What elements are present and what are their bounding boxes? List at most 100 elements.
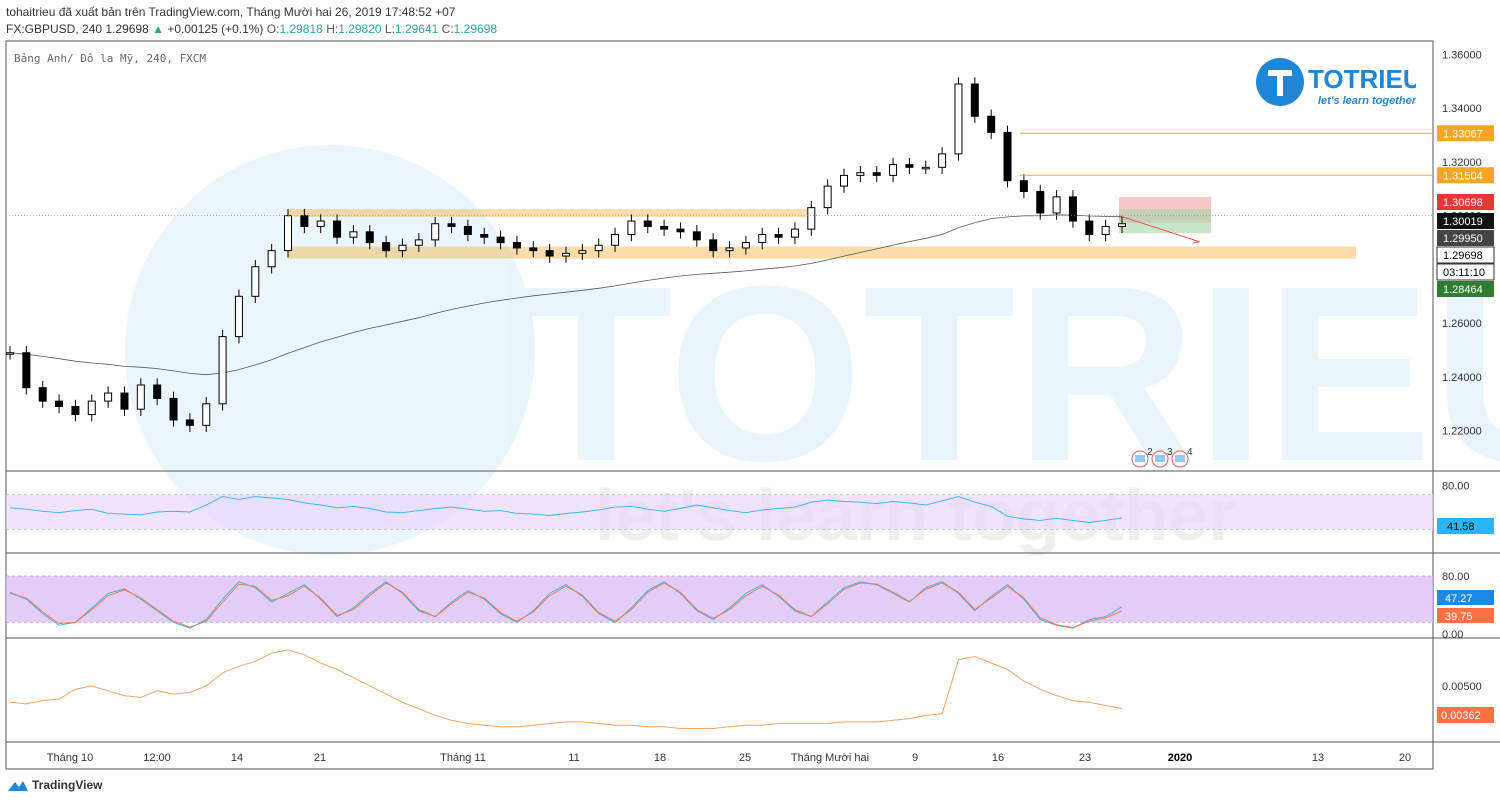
candle-body [545, 250, 554, 257]
projection-arrow [1118, 215, 1199, 242]
stoch-pane [6, 575, 1433, 629]
price-label-box [1437, 194, 1494, 210]
candle-body [267, 250, 276, 268]
candle-body [333, 220, 342, 238]
candle-body [496, 236, 505, 244]
candle-body [970, 83, 979, 117]
candle-body [1003, 131, 1012, 182]
change-value: +0.00125 (+0.1%) [167, 22, 264, 36]
flag-stripe [1175, 455, 1185, 462]
rsi-value: 41.58 [1447, 521, 1475, 533]
candle-body [676, 228, 685, 233]
price-label-level: 1.33067 [1443, 128, 1483, 140]
time-tick: 25 [739, 752, 751, 764]
high-value: 1.29820 [338, 22, 382, 36]
watermark-brand: TOTRIEU [520, 234, 1500, 513]
zone-resistance [288, 208, 807, 218]
candle-body [840, 174, 848, 187]
time-tick: 16 [992, 752, 1004, 764]
pane-frames [5, 40, 1500, 770]
candle-body [480, 234, 489, 238]
sr-zones [288, 208, 1356, 259]
symbol-label[interactable]: FX:GBPUSD, 240 [6, 22, 103, 36]
ma-path [9, 214, 1123, 376]
high-label: H: [326, 22, 339, 36]
price-label-last: 1.29698 [1443, 250, 1483, 262]
time-tick: 11 [568, 752, 579, 764]
candle-body [1019, 180, 1028, 192]
price-label-target: 1.28464 [1443, 284, 1483, 296]
tradingview-footer[interactable]: TradingView [8, 778, 102, 792]
ohlc-bar: FX:GBPUSD, 240 1.29698 ▲ +0.00125 (+0.1%… [6, 22, 497, 36]
candle-body [71, 406, 80, 416]
time-axis[interactable]: Tháng 10 12:00 14 21 Tháng 11 11 18 25 Tháng Mườ… [47, 752, 1411, 764]
candle-body [316, 220, 325, 227]
pane-title: Bảng Anh/ Đô la Mỹ, 240, FXCM [14, 52, 207, 65]
candle-body [22, 352, 31, 389]
last-price: 1.29698 [105, 22, 149, 36]
time-tick: 23 [1079, 752, 1091, 764]
candle-body [660, 225, 669, 230]
horizontal-levels[interactable] [6, 132, 1433, 216]
price-label-stop: 1.30698 [1443, 197, 1483, 209]
close-label: C: [441, 22, 454, 36]
ind3-value: 0.00362 [1441, 710, 1481, 722]
ind3-tick: 0.00500 [1442, 681, 1482, 693]
candle-body [169, 397, 178, 421]
candle-body [104, 392, 113, 402]
time-tick: Tháng 10 [47, 752, 93, 764]
candle-body [414, 239, 423, 246]
candle-body [185, 419, 194, 426]
candle-body [921, 166, 930, 170]
change-up-icon: ▲ [152, 22, 165, 36]
open-value: 1.29818 [279, 22, 323, 36]
rsi-value-box [1437, 518, 1494, 534]
candle-body [1052, 196, 1061, 214]
candle-body [741, 242, 750, 249]
event-badges[interactable]: 2 3 4 [1131, 447, 1193, 468]
candle-body [578, 250, 587, 254]
time-tick: 18 [654, 752, 666, 764]
candle-body [431, 223, 440, 241]
candle-body [153, 384, 162, 399]
candle-body [284, 215, 292, 252]
candle-body [872, 172, 881, 176]
time-tick: 12:00 [143, 752, 171, 764]
time-tick: 14 [231, 752, 243, 764]
candle-body [905, 164, 914, 168]
candle-body [349, 231, 358, 238]
time-tick: 9 [912, 752, 918, 764]
candle-body [447, 223, 456, 227]
publish-info: tohaitrieu đã xuất bản trên TradingView.… [6, 5, 456, 19]
time-tick: Tháng 11 [440, 752, 486, 764]
stoch-line-1 [9, 582, 1123, 629]
price-axis[interactable]: 1.360001.340001.320001.300001.280001.260… [1436, 49, 1495, 723]
price-tick: 1.26000 [1442, 318, 1482, 330]
candle-body [529, 247, 538, 252]
candle-body [954, 83, 963, 155]
candle-body [365, 231, 374, 244]
position-tool[interactable] [1118, 196, 1211, 244]
price-tick: 1.36000 [1442, 49, 1482, 61]
candle-body [692, 231, 701, 241]
time-tick: 13 [1312, 752, 1324, 764]
tradingview-label: TradingView [32, 778, 103, 792]
stoch-d-box [1437, 608, 1494, 623]
candle-body [512, 242, 521, 249]
candle-body [202, 403, 211, 426]
price-tick: 1.22000 [1442, 426, 1482, 438]
candle-body [774, 234, 783, 238]
time-tick: 21 [314, 752, 326, 764]
candle-body [1085, 220, 1094, 235]
rsi-pane [6, 494, 1433, 530]
event-count: 3 [1167, 447, 1173, 458]
candle-body [790, 228, 799, 238]
indicator3-pane [9, 649, 1123, 729]
price-label-box [1437, 230, 1494, 246]
price-label-countdown: 03:11:10 [1443, 267, 1485, 279]
tradingview-logo-icon [8, 781, 28, 791]
flag-stripe [1155, 455, 1165, 462]
rsi-band [6, 494, 1433, 530]
stoch-k-box [1437, 590, 1494, 605]
